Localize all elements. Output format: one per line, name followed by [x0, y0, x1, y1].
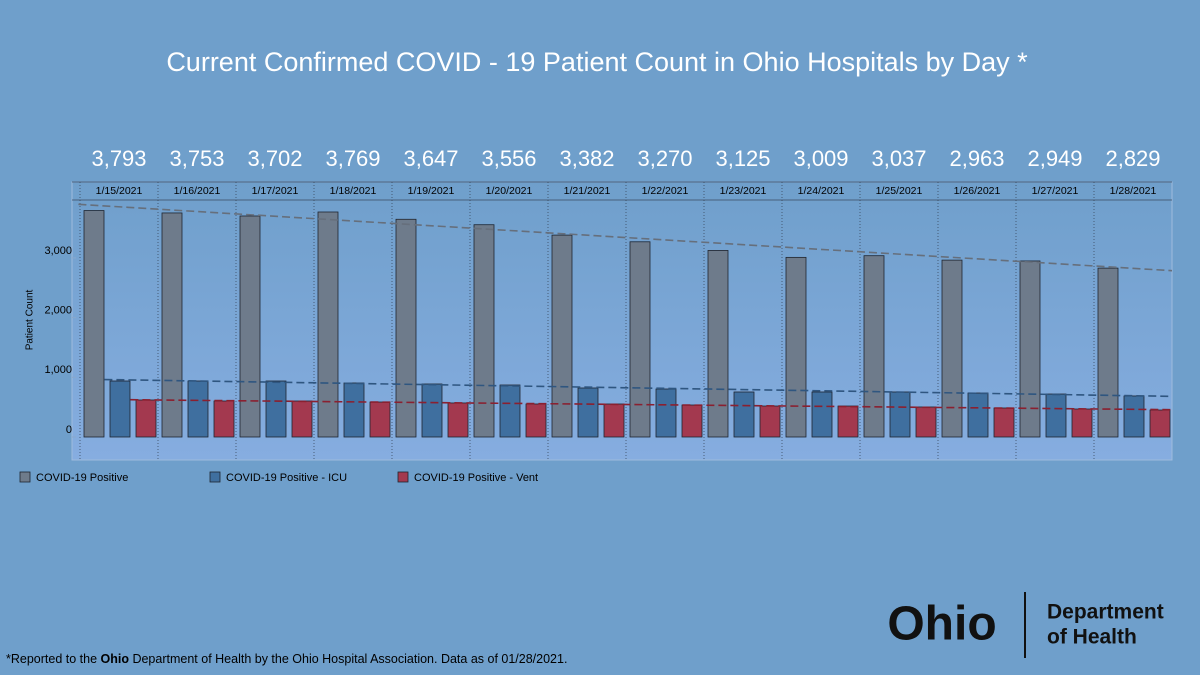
- value-label: 2,829: [1105, 146, 1160, 171]
- bar: [525, 403, 547, 438]
- y-tick-label: 0: [66, 424, 72, 436]
- x-tick-label: 1/26/2021: [954, 185, 1001, 197]
- x-tick-label: 1/20/2021: [486, 185, 533, 197]
- value-label: 3,702: [247, 146, 302, 171]
- value-label: 3,647: [403, 146, 458, 171]
- bar: [343, 382, 365, 438]
- bar: [447, 402, 469, 438]
- y-axis-label: Patient Count: [25, 289, 36, 350]
- value-label: 3,009: [793, 146, 848, 171]
- bar: [291, 400, 313, 438]
- trend-line: [104, 378, 1173, 398]
- bar: [863, 255, 885, 438]
- bar: [1149, 409, 1171, 438]
- y-tick-label: 3,000: [44, 245, 72, 257]
- bar: [811, 391, 833, 438]
- bar: [889, 391, 911, 438]
- bar: [1071, 408, 1093, 438]
- bar: [655, 388, 677, 438]
- bar: [265, 380, 287, 438]
- x-tick-label: 1/21/2021: [564, 185, 611, 197]
- y-tick-label: 2,000: [44, 305, 72, 317]
- bar: [733, 391, 755, 438]
- x-tick-label: 1/27/2021: [1032, 185, 1079, 197]
- value-label: 3,037: [871, 146, 926, 171]
- trend-line: [78, 203, 1173, 272]
- x-tick-label: 1/17/2021: [252, 185, 299, 197]
- bar: [681, 404, 703, 438]
- bar: [395, 218, 417, 438]
- bar: [629, 241, 651, 438]
- x-tick-label: 1/28/2021: [1110, 185, 1157, 197]
- value-label: 3,125: [715, 146, 770, 171]
- x-tick-label: 1/24/2021: [798, 185, 845, 197]
- bar: [369, 401, 391, 438]
- trend-line: [130, 398, 1173, 411]
- legend-swatch: [209, 471, 221, 483]
- bar: [1097, 267, 1119, 438]
- bar: [993, 407, 1015, 438]
- x-tick-label: 1/18/2021: [330, 185, 377, 197]
- bar: [759, 405, 781, 438]
- value-label: 3,753: [169, 146, 224, 171]
- bar: [1045, 393, 1067, 438]
- legend-swatch: [397, 471, 409, 483]
- bar: [915, 406, 937, 438]
- bar: [941, 259, 963, 438]
- bar: [785, 256, 807, 438]
- footnote: *Reported to the Ohio Department of Heal…: [6, 652, 567, 666]
- legend-label: COVID-19 Positive: [36, 472, 128, 484]
- bar: [83, 210, 105, 438]
- x-tick-label: 1/22/2021: [642, 185, 689, 197]
- bar: [473, 224, 495, 438]
- bar: [109, 380, 131, 438]
- value-label: 3,270: [637, 146, 692, 171]
- value-label: 3,793: [91, 146, 146, 171]
- legend-label: COVID-19 Positive - ICU: [226, 472, 347, 484]
- logo-name: Ohio: [887, 598, 996, 651]
- legend-label: COVID-19 Positive - Vent: [414, 472, 538, 484]
- footnote-text: Department of Health by the Ohio Hospita…: [129, 652, 567, 666]
- bar: [161, 212, 183, 438]
- bar: [499, 384, 521, 438]
- bar: [837, 405, 859, 438]
- footnote-text: Ohio: [101, 652, 130, 666]
- x-tick-label: 1/25/2021: [876, 185, 923, 197]
- bar: [1019, 260, 1041, 438]
- y-tick-label: 1,000: [44, 364, 72, 376]
- bar: [135, 399, 157, 438]
- bar: [1123, 395, 1145, 438]
- bar: [967, 392, 989, 438]
- bar: [317, 211, 339, 438]
- chart-title: Current Confirmed COVID - 19 Patient Cou…: [166, 47, 1028, 77]
- bar: [603, 403, 625, 438]
- value-label: 3,769: [325, 146, 380, 171]
- logo-department: Department: [1047, 601, 1164, 624]
- bar: [577, 387, 599, 438]
- footnote-text: *Reported to the: [6, 652, 101, 666]
- bar: [707, 250, 729, 438]
- value-label: 3,382: [559, 146, 614, 171]
- bar: [421, 383, 443, 438]
- bar: [239, 215, 261, 438]
- legend-swatch: [19, 471, 31, 483]
- x-tick-label: 1/16/2021: [174, 185, 221, 197]
- x-tick-label: 1/23/2021: [720, 185, 767, 197]
- x-tick-label: 1/19/2021: [408, 185, 455, 197]
- bar: [187, 380, 209, 438]
- bar: [551, 234, 573, 438]
- value-label: 2,949: [1027, 146, 1082, 171]
- value-label: 2,963: [949, 146, 1004, 171]
- value-label: 3,556: [481, 146, 536, 171]
- logo-department: of Health: [1047, 626, 1137, 649]
- x-tick-label: 1/15/2021: [96, 185, 143, 197]
- bar: [213, 400, 235, 438]
